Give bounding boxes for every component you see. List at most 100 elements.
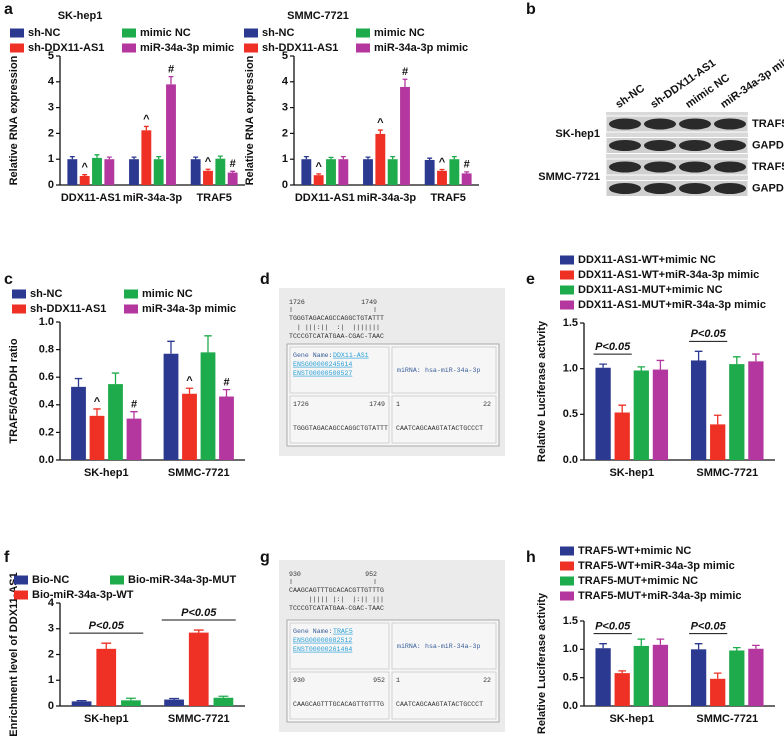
y-tick-label: 0.2 [39, 426, 54, 438]
panel-label: d [260, 271, 270, 288]
blot-band [714, 140, 746, 151]
x-tick-label: DDX11-AS1 [61, 192, 121, 204]
legend-label: sh-DDX11-AS1 [262, 42, 338, 54]
site-end: 952 [373, 677, 385, 684]
blot-band [644, 183, 676, 194]
x-tick-label: TRAF5 [430, 192, 465, 204]
bar [375, 133, 386, 185]
significance-mark: # [230, 158, 236, 170]
p-value-label: P<0.05 [181, 607, 217, 619]
y-tick-label: 0.0 [563, 700, 578, 712]
legend-label: TRAF5-WT+mimic NC [578, 545, 691, 557]
bar [595, 648, 611, 706]
bar [89, 415, 105, 460]
x-tick-label: SK-hep1 [84, 467, 129, 479]
pairing: ||||| |:| |:|| ||| [289, 596, 384, 603]
significance-mark: ^ [94, 396, 101, 408]
bar [363, 159, 373, 185]
legend-label: sh-DDX11-AS1 [30, 303, 106, 315]
target-sequence: TGGGTAGACAGCCAGGCTGTATTT [289, 315, 384, 322]
chart-title: SMMC-7721 [287, 10, 349, 22]
info-cell [289, 622, 390, 670]
legend-swatch [124, 304, 138, 314]
legend-swatch [10, 28, 24, 38]
error-bar [618, 404, 627, 413]
significance-mark: # [402, 66, 408, 78]
bar [215, 158, 226, 185]
y-tick-label: 1 [48, 674, 54, 686]
band-label: TRAF5 [752, 161, 784, 173]
x-tick-label: miR-34a-3p [123, 192, 183, 204]
legend-swatch [560, 591, 574, 601]
error-bar [204, 335, 212, 353]
mirna-label: miRNA: [397, 367, 421, 374]
y-tick-label: 0.4 [39, 399, 55, 411]
info-cell [289, 346, 390, 394]
y-tick-label: 3 [48, 623, 54, 635]
legend-label: Bio-miR-34a-3p-WT [32, 589, 134, 601]
error-bar [131, 156, 137, 160]
blot-band [609, 161, 641, 173]
legend-swatch [560, 576, 574, 586]
significance-mark: # [168, 64, 174, 76]
site-sequence: CAAGCAGTTTGCACAGTTGTTTG [293, 701, 384, 708]
legend-swatch [244, 28, 258, 38]
panel-label: c [4, 271, 13, 288]
y-tick-label: 0.0 [39, 454, 54, 466]
legend-swatch [14, 590, 28, 600]
bar [203, 170, 213, 185]
error-bar [222, 388, 231, 397]
error-bar [82, 174, 88, 176]
y-tick-label: 0 [282, 179, 288, 191]
legend-swatch [124, 289, 138, 299]
legend-swatch [560, 561, 574, 571]
error-bar [193, 629, 204, 633]
y-tick-label: 0.0 [563, 454, 578, 466]
significance-mark: # [131, 399, 137, 411]
info-cell [391, 346, 497, 394]
legend-label: DDX11-AS1-WT+mimic NC [578, 254, 716, 266]
band-label: TRAF5 [752, 118, 784, 130]
blot-band [714, 161, 746, 173]
bar [633, 645, 649, 706]
legend-swatch [12, 304, 26, 314]
y-tick-label: 0 [48, 179, 54, 191]
bar [190, 159, 201, 185]
significance-mark: ^ [205, 156, 212, 168]
blot-band [679, 140, 711, 151]
blot-band [609, 183, 641, 194]
significance-mark: ^ [315, 161, 322, 173]
significance-mark: # [464, 159, 470, 171]
cell-line-label: SK-hep1 [555, 128, 600, 140]
bar [79, 175, 90, 185]
bar [164, 699, 184, 706]
legend-label: TRAF5-WT+miR-34a-3p mimic [578, 560, 735, 572]
x-tick-label: SMMC-7721 [168, 467, 230, 479]
legend-label: Bio-NC [32, 574, 69, 586]
error-bar [402, 78, 408, 87]
bar [227, 172, 238, 185]
error-bar [193, 156, 199, 160]
site-end: 1749 [369, 401, 385, 408]
gene-label: Gene Name: [293, 352, 333, 359]
y-tick-label: 1.5 [563, 317, 578, 329]
position-end: 1749 [361, 299, 377, 306]
gene-label: Gene Name: [293, 628, 333, 635]
error-bar [340, 155, 346, 160]
error-bar [752, 644, 760, 649]
p-value-label: P<0.05 [595, 621, 631, 633]
significance-mark: ^ [439, 156, 446, 168]
panel-label: g [260, 549, 270, 566]
bar [141, 130, 152, 185]
blot-band [679, 161, 711, 173]
legend-swatch [560, 300, 574, 310]
legend-swatch [122, 28, 136, 38]
bar [166, 84, 176, 185]
position-start: 930 [289, 571, 301, 578]
error-bar [637, 366, 646, 371]
y-tick-label: 4 [48, 76, 55, 88]
bar [437, 170, 447, 185]
band-label: GAPDH [752, 139, 784, 151]
info-cell [289, 671, 390, 720]
legend-swatch [560, 546, 574, 556]
